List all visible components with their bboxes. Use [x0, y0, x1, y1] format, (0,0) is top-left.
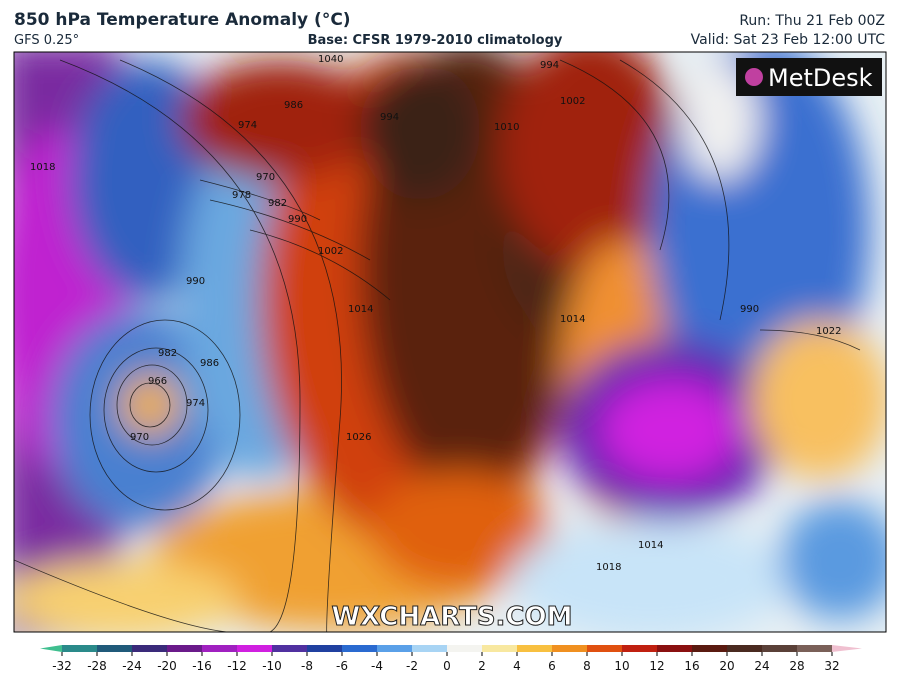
isobar-label: 1014 — [638, 540, 663, 551]
colorbar-label: -12 — [227, 659, 247, 673]
model: GFS 0.25° — [14, 33, 79, 48]
colorbar-segment — [727, 645, 762, 652]
colorbar-segment — [202, 645, 237, 652]
colorbar-segment — [132, 645, 167, 652]
colorbar-label: -6 — [336, 659, 348, 673]
isobar-label: 990 — [288, 214, 307, 225]
colorbar-label: -28 — [87, 659, 107, 673]
isobar-label: 994 — [380, 112, 399, 123]
isobar-label: 970 — [130, 432, 149, 443]
isobar-label: 990 — [740, 304, 759, 315]
isobar-label: 1010 — [494, 122, 519, 133]
isobar-label: 1014 — [560, 314, 585, 325]
colorbar: -32 -28 -24 -20 -16 -12 -10 -8 -6 -4 -2 0 2 4 6 8 10 12 16… — [40, 645, 862, 673]
isobar-label: 1026 — [346, 432, 371, 443]
colorbar-segment — [692, 645, 727, 652]
watermark: WXCHARTS.COM — [331, 602, 572, 632]
isobar-label: 994 — [540, 60, 559, 71]
colorbar-label: 6 — [548, 659, 556, 673]
colorbar-arrow — [832, 645, 862, 652]
colorbar-label: -32 — [52, 659, 72, 673]
valid: Valid: Sat 23 Feb 12:00 UTC — [691, 32, 886, 48]
isobar-label: 966 — [148, 376, 167, 387]
colorbar-label: 4 — [513, 659, 521, 673]
isobar-label: 990 — [186, 276, 205, 287]
isobar-label: 978 — [232, 190, 251, 201]
colorbar-label: -10 — [262, 659, 282, 673]
map-frame — [13, 51, 887, 633]
isobar-label: 1014 — [348, 304, 373, 315]
colorbar-label: -8 — [301, 659, 313, 673]
colorbar-segment — [587, 645, 622, 652]
colorbar-segment — [62, 645, 97, 652]
colorbar-segment — [657, 645, 692, 652]
colorbar-label: -4 — [371, 659, 383, 673]
colorbar-label: 24 — [754, 659, 769, 673]
colorbar-segment — [517, 645, 552, 652]
colorbar-segment — [97, 645, 132, 652]
colorbar-segment — [797, 645, 832, 652]
isobar-label: 982 — [268, 198, 287, 209]
logo: MetDesk — [768, 64, 873, 92]
isobar-label: 1022 — [816, 326, 841, 337]
isobar-label: 1002 — [560, 96, 585, 107]
colorbar-segment — [622, 645, 657, 652]
title: 850 hPa Temperature Anomaly (°C) — [14, 10, 351, 30]
colorbar-label: -20 — [157, 659, 177, 673]
run: Run: Thu 21 Feb 00Z — [739, 13, 885, 29]
colorbar-label: 28 — [789, 659, 804, 673]
isobar-label: 974 — [186, 398, 205, 409]
colorbar-label: -16 — [192, 659, 212, 673]
isobar-label: 1018 — [596, 562, 621, 573]
colorbar-label: 20 — [719, 659, 734, 673]
isobar-label: 982 — [158, 348, 177, 359]
base: Base: CFSR 1979-2010 climatology — [308, 33, 563, 48]
map: MetDesk WXCHARTS.COM 1040 986 974 970 978 982… — [14, 52, 886, 632]
isobar-label: 1040 — [318, 54, 343, 65]
isobar-label: 970 — [256, 172, 275, 183]
colorbar-label: 8 — [583, 659, 591, 673]
isobar-label: 1018 — [30, 162, 55, 173]
colorbar-segment — [762, 645, 797, 652]
colorbar-segment — [237, 645, 272, 652]
colorbar-label: 12 — [649, 659, 664, 673]
colorbar-label: 32 — [824, 659, 839, 673]
colorbar-segment — [272, 645, 307, 652]
isobar-label: 986 — [200, 358, 219, 369]
colorbar-segment — [447, 645, 482, 652]
colorbar-segment — [412, 645, 447, 652]
colorbar-segment — [342, 645, 377, 652]
colorbar-segment — [377, 645, 412, 652]
colorbar-label: 10 — [614, 659, 629, 673]
colorbar-segment — [482, 645, 517, 652]
isobar-label: 974 — [238, 120, 257, 131]
colorbar-label: 2 — [478, 659, 486, 673]
colorbar-label: 16 — [684, 659, 699, 673]
colorbar-arrow — [40, 645, 62, 652]
colorbar-label: -2 — [406, 659, 418, 673]
colorbar-segment — [307, 645, 342, 652]
isobar-label: 986 — [284, 100, 303, 111]
colorbar-segment — [167, 645, 202, 652]
colorbar-segment — [552, 645, 587, 652]
colorbar-label: 0 — [443, 659, 451, 673]
isobar-label: 1002 — [318, 246, 343, 257]
colorbar-label: -24 — [122, 659, 142, 673]
